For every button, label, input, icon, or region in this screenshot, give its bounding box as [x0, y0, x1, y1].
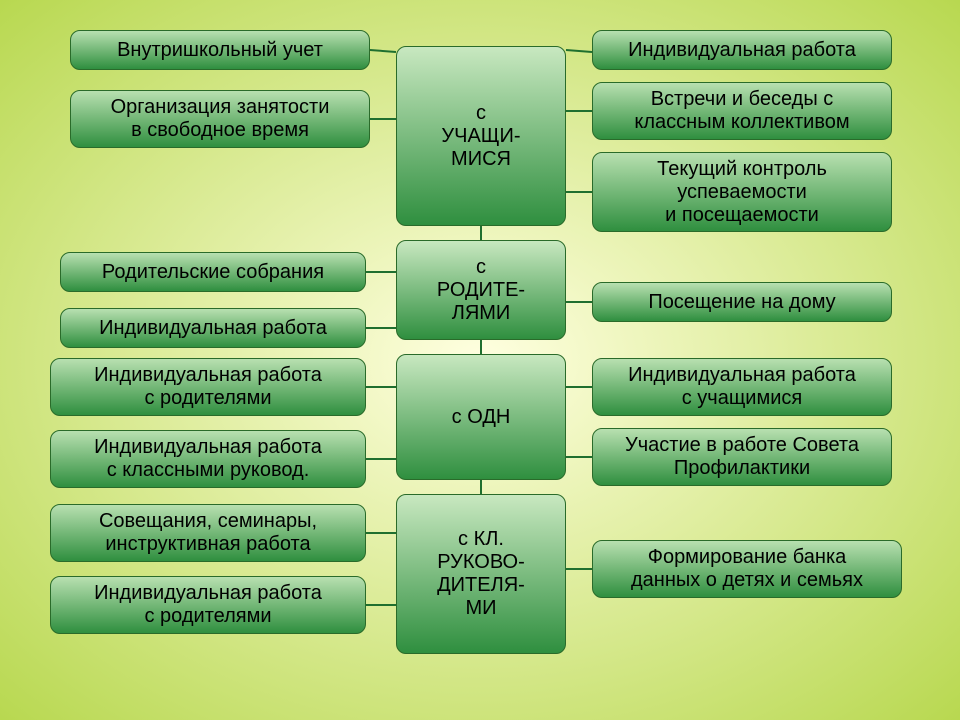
leaf-label-l7: Посещение на дому — [648, 291, 835, 314]
leaf-label-l2: Индивидуальная работа — [628, 39, 856, 62]
leaf-label-l5: Родительские собрания — [102, 261, 324, 284]
center-label-c3: с КЛ. РУКОВО- ДИТЕЛЯ- МИ — [437, 528, 525, 620]
leaf-box-l5: Родительские собрания — [60, 252, 366, 292]
leaf-box-l7: Посещение на дому — [592, 282, 892, 322]
leaf-box-l12: Совещания, семинары, инструктивная работ… — [50, 504, 366, 562]
leaf-box-l14: Формирование банка данных о детях и семь… — [592, 540, 902, 598]
leaf-label-l6: Индивидуальная работа — [99, 317, 327, 340]
leaf-box-l2: Индивидуальная работа — [592, 30, 892, 70]
connector-l0-c0 — [370, 50, 396, 52]
center-box-c0: с УЧАЩИ- МИСЯ — [396, 46, 566, 226]
leaf-box-l1: Организация занятости в свободное время — [70, 90, 370, 148]
leaf-box-l13: Индивидуальная работа с родителями — [50, 576, 366, 634]
center-label-c1: с РОДИТЕ- ЛЯМИ — [437, 256, 525, 325]
leaf-box-l10: Индивидуальная работа с учащимися — [592, 358, 892, 416]
leaf-box-l0: Внутришкольный учет — [70, 30, 370, 70]
center-label-c2: с ОДН — [452, 406, 511, 429]
diagram-stage: с УЧАЩИ- МИСЯ с РОДИТЕ- ЛЯМИ с ОДН с КЛ. РУ… — [0, 0, 960, 720]
leaf-label-l11: Участие в работе Совета Профилактики — [625, 434, 859, 480]
leaf-label-l8: Индивидуальная работа с родителями — [94, 364, 322, 410]
leaf-label-l14: Формирование банка данных о детях и семь… — [631, 546, 863, 592]
center-label-c0: с УЧАЩИ- МИСЯ — [441, 102, 520, 171]
leaf-label-l1: Организация занятости в свободное время — [111, 96, 330, 142]
leaf-label-l12: Совещания, семинары, инструктивная работ… — [99, 510, 317, 556]
leaf-label-l3: Встречи и беседы с классным коллективом — [634, 88, 849, 134]
center-box-c1: с РОДИТЕ- ЛЯМИ — [396, 240, 566, 340]
leaf-box-l11: Участие в работе Совета Профилактики — [592, 428, 892, 486]
leaf-label-l9: Индивидуальная работа с классными руково… — [94, 436, 322, 482]
leaf-box-l4: Текущий контроль успеваемости и посещаем… — [592, 152, 892, 232]
connector-l2-c0 — [566, 50, 592, 52]
leaf-box-l6: Индивидуальная работа — [60, 308, 366, 348]
leaf-label-l13: Индивидуальная работа с родителями — [94, 582, 322, 628]
leaf-box-l9: Индивидуальная работа с классными руково… — [50, 430, 366, 488]
leaf-label-l0: Внутришкольный учет — [117, 39, 323, 62]
center-box-c3: с КЛ. РУКОВО- ДИТЕЛЯ- МИ — [396, 494, 566, 654]
leaf-box-l3: Встречи и беседы с классным коллективом — [592, 82, 892, 140]
leaf-label-l10: Индивидуальная работа с учащимися — [628, 364, 856, 410]
center-box-c2: с ОДН — [396, 354, 566, 480]
leaf-label-l4: Текущий контроль успеваемости и посещаем… — [657, 158, 827, 227]
leaf-box-l8: Индивидуальная работа с родителями — [50, 358, 366, 416]
